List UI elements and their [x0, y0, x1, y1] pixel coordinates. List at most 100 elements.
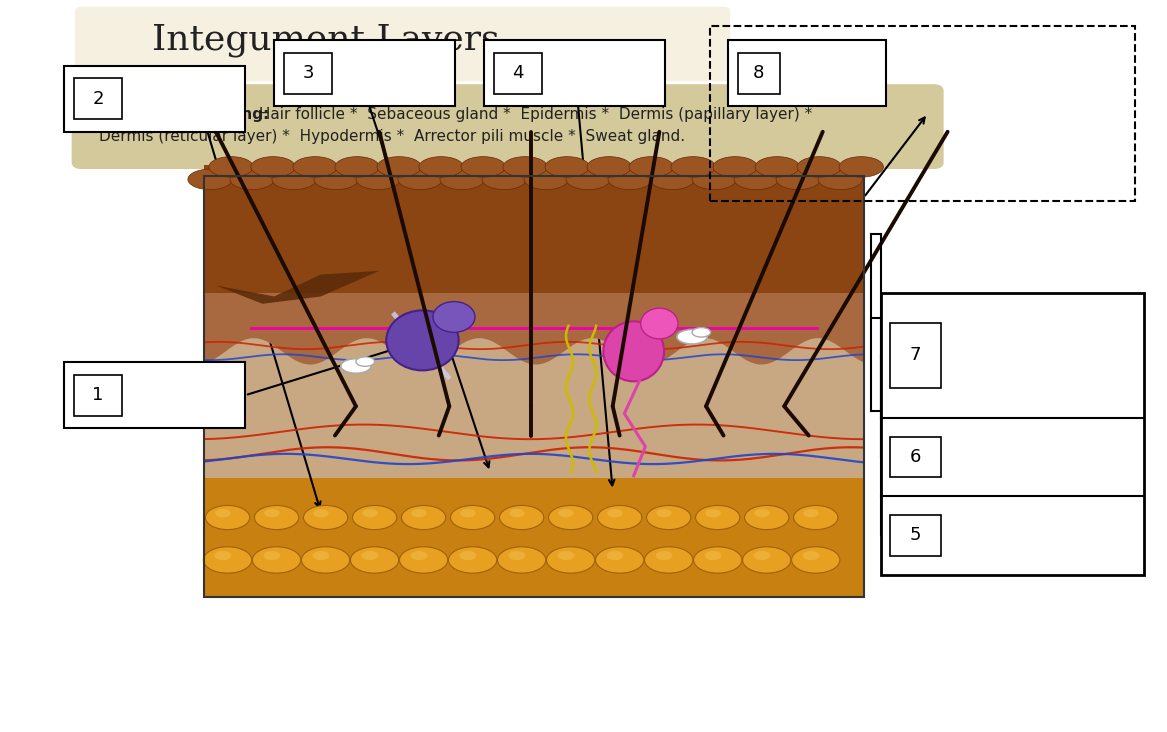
Bar [64, 66, 245, 132]
Text: Integument Layers: Integument Layers [152, 23, 499, 57]
Ellipse shape [399, 547, 448, 573]
Ellipse shape [818, 169, 862, 190]
Ellipse shape [352, 505, 397, 530]
Ellipse shape [656, 551, 672, 560]
Bar [74, 375, 123, 416]
Ellipse shape [272, 169, 316, 190]
Text: Label the following:: Label the following: [99, 107, 270, 122]
Ellipse shape [607, 509, 623, 518]
Ellipse shape [509, 551, 525, 560]
Ellipse shape [546, 547, 595, 573]
Ellipse shape [350, 547, 399, 573]
Ellipse shape [509, 509, 525, 518]
Bar [728, 40, 886, 106]
Text: 1: 1 [92, 386, 104, 404]
Ellipse shape [209, 157, 253, 177]
Ellipse shape [803, 551, 819, 560]
Ellipse shape [203, 547, 252, 573]
Bar [284, 53, 333, 94]
Ellipse shape [755, 157, 799, 177]
Ellipse shape [558, 509, 574, 518]
Ellipse shape [803, 509, 819, 518]
FancyBboxPatch shape [76, 7, 729, 81]
Ellipse shape [341, 359, 371, 373]
Ellipse shape [705, 509, 721, 518]
Ellipse shape [693, 547, 742, 573]
Ellipse shape [356, 169, 400, 190]
Ellipse shape [713, 157, 757, 177]
Ellipse shape [482, 169, 526, 190]
Ellipse shape [692, 328, 711, 337]
Polygon shape [216, 271, 379, 304]
Ellipse shape [362, 509, 378, 518]
Ellipse shape [303, 505, 348, 530]
Bar [494, 53, 543, 94]
Bar [274, 40, 455, 106]
Ellipse shape [776, 169, 820, 190]
Ellipse shape [497, 547, 546, 573]
Ellipse shape [587, 157, 631, 177]
Bar [890, 437, 941, 477]
Ellipse shape [629, 157, 673, 177]
Text: 7: 7 [910, 346, 921, 365]
Bar [738, 53, 780, 94]
Ellipse shape [215, 551, 231, 560]
Ellipse shape [754, 509, 770, 518]
Polygon shape [204, 165, 864, 293]
Text: 5: 5 [910, 526, 921, 545]
Ellipse shape [566, 169, 610, 190]
Bar [881, 293, 1144, 575]
Bar [890, 515, 941, 556]
Ellipse shape [314, 169, 358, 190]
Ellipse shape [797, 157, 841, 177]
Ellipse shape [215, 509, 231, 518]
Ellipse shape [692, 169, 736, 190]
Ellipse shape [608, 169, 652, 190]
Ellipse shape [742, 547, 791, 573]
Ellipse shape [839, 157, 883, 177]
Ellipse shape [433, 302, 475, 332]
Ellipse shape [335, 157, 379, 177]
Ellipse shape [440, 169, 484, 190]
FancyBboxPatch shape [72, 85, 943, 168]
Ellipse shape [644, 547, 693, 573]
Ellipse shape [293, 157, 337, 177]
Ellipse shape [460, 551, 476, 560]
Ellipse shape [656, 509, 672, 518]
Ellipse shape [398, 169, 442, 190]
Ellipse shape [251, 157, 295, 177]
Ellipse shape [734, 169, 778, 190]
Ellipse shape [301, 547, 350, 573]
Ellipse shape [794, 505, 838, 530]
Ellipse shape [524, 169, 568, 190]
Ellipse shape [252, 547, 301, 573]
Ellipse shape [754, 551, 770, 560]
Ellipse shape [419, 157, 463, 177]
Ellipse shape [503, 157, 547, 177]
Ellipse shape [230, 169, 274, 190]
Text: 2: 2 [92, 90, 104, 108]
Ellipse shape [677, 329, 707, 344]
Ellipse shape [264, 551, 280, 560]
Text: 3: 3 [302, 64, 314, 82]
Ellipse shape [598, 505, 642, 530]
Ellipse shape [313, 509, 329, 518]
Ellipse shape [548, 505, 593, 530]
Ellipse shape [499, 505, 544, 530]
Text: Hair follicle *  Sebaceous gland *  Epidermis *  Dermis (papillary layer) *: Hair follicle * Sebaceous gland * Epider… [254, 107, 812, 122]
Ellipse shape [411, 551, 427, 560]
Ellipse shape [460, 509, 476, 518]
Polygon shape [204, 284, 864, 365]
Ellipse shape [461, 157, 505, 177]
Ellipse shape [647, 505, 691, 530]
Ellipse shape [791, 547, 840, 573]
Bar [890, 323, 941, 388]
Ellipse shape [671, 157, 715, 177]
Ellipse shape [401, 505, 446, 530]
Bar [710, 26, 1135, 201]
Text: 6: 6 [910, 448, 921, 466]
Ellipse shape [595, 547, 644, 573]
Ellipse shape [362, 551, 378, 560]
Ellipse shape [188, 169, 232, 190]
Text: 4: 4 [512, 64, 524, 82]
